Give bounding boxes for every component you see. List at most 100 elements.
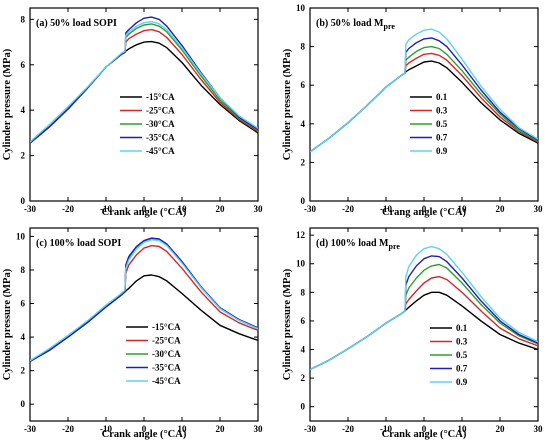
panel-title: (c) 100% load SOPI (36, 238, 121, 249)
y-tick-label: 4 (301, 345, 306, 355)
x-tick-label: -30 (304, 424, 316, 434)
y-tick-label: 8 (21, 14, 26, 24)
x-tick-label: 0 (142, 424, 147, 434)
legend-label-1: 0.1 (456, 323, 468, 333)
legend-label-3: -30°CA (146, 119, 175, 129)
y-tick-label: 0 (21, 196, 26, 206)
series-line-5 (310, 245, 538, 371)
plot-frame (29, 227, 259, 422)
legend-label-1: -15°CA (146, 92, 175, 102)
series-line-2 (30, 244, 258, 363)
x-tick-label: -20 (62, 424, 74, 434)
x-tick-label: 10 (178, 424, 188, 434)
legend-label-5: 0.9 (436, 146, 448, 156)
x-tick-label: -30 (24, 424, 36, 434)
x-tick-label: 10 (178, 204, 188, 214)
chart-panel-1: -30 -20 -10 0 10 20 30 0 2 4 6 8 -15°CA -25°CA -30°CA -… (2, 7, 264, 218)
x-tick-label: 0 (422, 204, 427, 214)
y-tick-label: 2 (21, 366, 26, 376)
series-line-3 (30, 238, 258, 363)
legend-label-2: 0.3 (456, 337, 468, 347)
y-tick-label: 4 (21, 105, 26, 115)
x-tick-label: -30 (24, 204, 36, 214)
x-axis-label: Crank angle (°CA) (102, 429, 187, 440)
x-tick-label: -10 (100, 424, 112, 434)
x-tick-label: -20 (342, 204, 354, 214)
series-line-4 (310, 255, 538, 371)
y-tick-label: 6 (21, 60, 26, 70)
chart-panel-4: -30 -20 -10 0 10 20 30 0 2 4 6 8 10 12 0.1 0.3 0.5 0.7 0.9… (282, 227, 544, 440)
x-tick-label: 20 (216, 204, 226, 214)
x-tick-label: 30 (534, 424, 544, 434)
panel-title: (a) 50% load SOPI (36, 18, 117, 29)
legend-label-1: 0.1 (436, 92, 448, 102)
y-tick-label: 8 (301, 287, 306, 297)
legend-label-3: 0.5 (456, 350, 468, 360)
y-tick-label: 6 (301, 80, 306, 90)
chart-panel-2: -30 -20 -10 0 10 20 30 0 2 4 6 8 10 0.1 0.3 0.5 0.7 0.9 (b… (282, 3, 543, 218)
legend-label-2: 0.3 (436, 106, 448, 116)
y-tick-label: 0 (301, 196, 306, 206)
panel-title-main: (c) 100% load SOPI (36, 238, 121, 249)
plot-frame (309, 7, 539, 202)
legend-label-4: 0.7 (456, 364, 468, 374)
y-tick-label: 12 (296, 230, 306, 240)
x-tick-label: -10 (100, 204, 112, 214)
panel-title-subscript: pre (389, 242, 401, 251)
panel-title-main: (a) 50% load SOPI (36, 18, 117, 29)
y-tick-label: 0 (21, 399, 26, 409)
x-tick-label: 20 (496, 204, 506, 214)
series-line-4 (30, 16, 258, 144)
x-tick-label: 10 (458, 204, 468, 214)
y-tick-label: 2 (301, 373, 306, 383)
series-line-5 (30, 20, 258, 143)
y-axis-label: Cylinder pressure (MPa) (2, 48, 13, 160)
panel-title: (d) 100% load Mpre (316, 238, 400, 251)
panel-title-main: (b) 50% load M (316, 18, 384, 29)
y-axis-label: Cylinder pressure (MPa) (282, 268, 293, 380)
y-tick-label: 10 (296, 259, 306, 269)
legend-label-5: -45°CA (146, 146, 175, 156)
y-tick-label: 10 (296, 3, 306, 13)
legend-label-2: -25°CA (146, 106, 175, 116)
legend-label-3: -30°CA (152, 349, 181, 359)
x-axis-label: Crank angle (°CA) (382, 429, 467, 440)
legend-label-3: 0.5 (436, 119, 448, 129)
x-tick-label: -20 (62, 204, 74, 214)
series-lines (310, 245, 538, 371)
x-axis-label: Crank angle (°CA) (102, 207, 187, 218)
legend-label-4: -35°CA (146, 133, 175, 143)
y-tick-label: 8 (21, 265, 26, 275)
y-axis-label: Cylinder pressure (MPa) (282, 48, 293, 160)
y-tick-label: 8 (301, 42, 306, 52)
legend-label-1: -15°CA (152, 322, 181, 332)
series-line-3 (310, 263, 538, 371)
series-line-5 (30, 239, 258, 362)
x-tick-label: 20 (496, 424, 506, 434)
y-axis-label: Cylinder pressure (MPa) (2, 268, 13, 380)
panel-title-main: (d) 100% load M (316, 238, 389, 249)
y-tick-label: 2 (301, 157, 306, 167)
x-tick-label: 10 (458, 424, 468, 434)
x-tick-label: 0 (142, 204, 147, 214)
series-line-2 (30, 28, 258, 144)
x-axis-label: Crang angle (°CA) (382, 207, 467, 218)
x-tick-label: 30 (254, 204, 264, 214)
y-tick-label: 6 (301, 316, 306, 326)
y-tick-label: 10 (16, 231, 26, 241)
legend-label-2: -25°CA (152, 336, 181, 346)
panel-title: (b) 50% load Mpre (316, 18, 395, 31)
x-tick-label: -30 (304, 204, 316, 214)
y-tick-label: 4 (21, 332, 26, 342)
x-tick-label: -20 (342, 424, 354, 434)
plot-frame (309, 227, 539, 422)
series-lines (30, 237, 258, 363)
x-tick-label: -10 (380, 204, 392, 214)
chart-panel-3: -30 -20 -10 0 10 20 30 0 2 4 6 8 10 -15°CA -25°CA -30°C… (2, 227, 264, 440)
series-lines (30, 16, 258, 144)
series-line-4 (30, 237, 258, 363)
series-line-1 (30, 40, 258, 144)
x-tick-label: 30 (254, 424, 264, 434)
y-tick-label: 4 (301, 119, 306, 129)
